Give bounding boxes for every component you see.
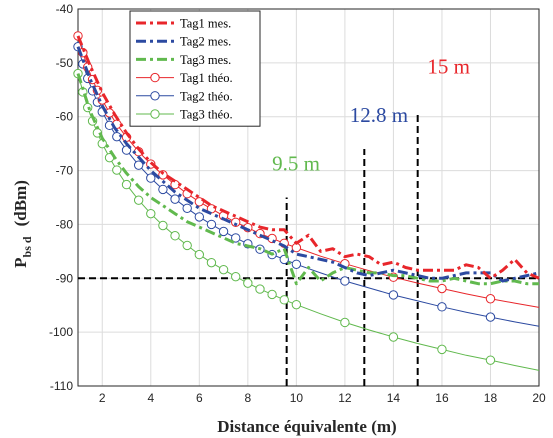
series-line-tag2-mes xyxy=(76,46,540,283)
annotations: 9.5 m 12.8 m 15 m xyxy=(272,55,470,176)
series-point-tag2-th-o xyxy=(194,212,205,222)
series-line-tag1-mes xyxy=(76,35,540,280)
x-tick-label: 8 xyxy=(244,391,251,405)
series-point-tag3-th-o xyxy=(279,295,289,305)
series-point-tag3-th-o xyxy=(243,278,253,288)
series-point-tag1-th-o xyxy=(437,283,447,294)
series-point-tag2-th-o xyxy=(340,276,350,286)
series-point-tag2-th-o xyxy=(437,302,447,312)
series-point-tag3-th-o xyxy=(231,271,241,282)
series-point-tag3-th-o xyxy=(437,344,447,355)
y-tick-label: -60 xyxy=(56,110,74,124)
series-point-tag3-th-o xyxy=(133,195,144,205)
series-point-tag2-th-o xyxy=(182,203,192,213)
tick-labels: 2 4 6 8 10 12 14 16 18 20 -110 -100 -90 -80 -70 -60 -50 -… xyxy=(49,2,546,405)
series-point-tag2-th-o xyxy=(170,194,180,204)
reference-lines xyxy=(78,111,539,386)
y-tick-label: -110 xyxy=(50,379,73,393)
distance-annotation: 15 m xyxy=(427,55,470,79)
series-point-tag3-th-o xyxy=(158,220,168,231)
y-tick-label: -50 xyxy=(56,56,74,70)
legend: Tag1 mes. Tag2 mes. Tag3 mes. Tag1 théo. Tag… xyxy=(129,10,261,127)
legend-label: Tag1 théo. xyxy=(180,71,233,85)
legend-marker xyxy=(150,72,160,83)
series-point-tag3-th-o xyxy=(255,284,265,294)
x-tick-label: 2 xyxy=(99,391,106,405)
series-point-tag2-th-o xyxy=(133,160,144,170)
series-point-tag3-th-o xyxy=(121,179,132,190)
series-point-tag3-th-o xyxy=(291,299,302,310)
x-tick-label: 20 xyxy=(532,391,546,405)
x-tick-label: 10 xyxy=(290,391,304,405)
series-point-tag3-th-o xyxy=(218,264,229,275)
series-point-tag1-th-o xyxy=(485,294,496,304)
series-line-tag3-mes xyxy=(76,73,539,286)
series-point-tag3-th-o xyxy=(170,231,180,241)
series-point-tag2-th-o xyxy=(206,219,217,230)
series-point-tag3-th-o xyxy=(182,240,192,251)
x-tick-label: 12 xyxy=(338,391,352,405)
legend-marker xyxy=(150,109,160,119)
y-axis-label: Pbs d (dBm) xyxy=(11,180,34,268)
plot-frame xyxy=(77,8,540,387)
y-tick-label: -90 xyxy=(56,271,74,285)
series-point-tag3-th-o xyxy=(146,208,156,219)
series-layer xyxy=(73,31,540,371)
y-tick-label: -80 xyxy=(56,217,74,231)
x-tick-label: 14 xyxy=(387,391,401,405)
x-tick-label: 4 xyxy=(147,391,154,405)
series-point-tag3-th-o xyxy=(206,257,217,268)
x-tick-label: 16 xyxy=(435,391,449,405)
series-point-tag3-th-o xyxy=(485,355,496,365)
series-point-tag2-th-o xyxy=(231,233,241,243)
distance-annotation: 12.8 m xyxy=(350,103,408,127)
series-point-tag2-th-o xyxy=(146,173,156,183)
y-axis-label-main: P xyxy=(11,257,30,267)
y-tick-label: -70 xyxy=(56,164,74,178)
y-tick-label: -100 xyxy=(49,325,73,339)
series-point-tag2-th-o xyxy=(485,312,496,322)
series-point-tag2-th-o xyxy=(218,226,229,237)
y-axis-label-sub: bs d xyxy=(20,236,34,257)
series-point-tag2-th-o xyxy=(291,259,302,269)
legend-label: Tag1 mes. xyxy=(180,17,231,31)
series-point-tag3-th-o xyxy=(267,289,277,300)
legend-label: Tag3 mes. xyxy=(180,53,231,67)
x-tick-label: 6 xyxy=(196,391,203,405)
x-axis-label: Distance équivalente (m) xyxy=(217,417,396,436)
series-point-tag2-th-o xyxy=(388,290,399,300)
x-tick-label: 18 xyxy=(484,391,498,405)
series-point-tag3-th-o xyxy=(194,249,205,260)
distance-annotation: 9.5 m xyxy=(272,152,320,176)
y-tick-label: -40 xyxy=(56,2,74,16)
legend-box xyxy=(129,10,261,127)
y-axis-label-unit: (dBm) xyxy=(11,180,30,226)
series-point-tag3-th-o xyxy=(340,317,350,328)
legend-label: Tag2 théo. xyxy=(180,89,233,103)
legend-label: Tag3 théo. xyxy=(180,108,233,122)
legend-label: Tag2 mes. xyxy=(180,35,231,49)
series-point-tag3-th-o xyxy=(388,332,399,342)
series-point-tag3-th-o xyxy=(112,165,122,175)
legend-marker xyxy=(150,91,160,101)
series-point-tag2-th-o xyxy=(158,184,168,195)
series-point-tag1-th-o xyxy=(231,217,241,227)
